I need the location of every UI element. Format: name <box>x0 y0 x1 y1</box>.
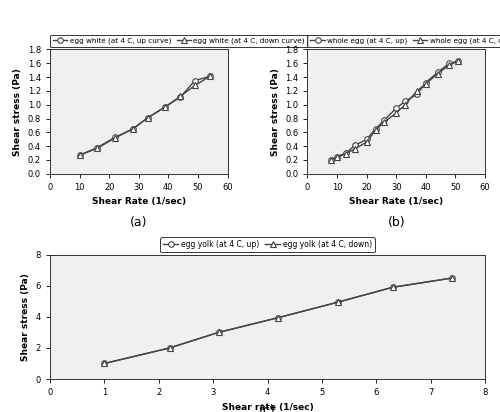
Text: (a): (a) <box>130 216 148 229</box>
egg yolk (at 4 C, up) <box>102 361 107 366</box>
egg white (at 4 C, up curve) <box>192 78 198 83</box>
whole egg (at 4 C, down) <box>364 140 370 145</box>
Line: egg yolk (at 4 C, up): egg yolk (at 4 C, up) <box>102 275 455 366</box>
whole egg (at 4 C, up) <box>423 80 429 85</box>
whole egg (at 4 C, up) <box>352 143 358 148</box>
egg white (at 4 C, down curve) <box>76 153 82 158</box>
Line: egg white (at 4 C, down curve): egg white (at 4 C, down curve) <box>77 74 212 158</box>
egg yolk (at 4 C, up) <box>390 285 396 290</box>
egg white (at 4 C, up curve) <box>177 95 183 100</box>
egg yolk (at 4 C, up) <box>166 346 172 351</box>
egg yolk (at 4 C, down) <box>390 285 396 290</box>
whole egg (at 4 C, down) <box>423 82 429 87</box>
egg yolk (at 4 C, up) <box>216 330 222 335</box>
egg white (at 4 C, up curve) <box>94 145 100 150</box>
egg white (at 4 C, up curve) <box>207 74 213 79</box>
egg yolk (at 4 C, down) <box>450 276 456 281</box>
egg white (at 4 C, up curve) <box>162 104 168 109</box>
egg white (at 4 C, down curve) <box>177 94 183 99</box>
whole egg (at 4 C, down) <box>343 151 349 156</box>
whole egg (at 4 C, down) <box>456 59 462 64</box>
whole egg (at 4 C, down) <box>393 110 399 115</box>
whole egg (at 4 C, up) <box>434 70 440 75</box>
egg white (at 4 C, down curve) <box>94 146 100 151</box>
Legend: egg white (at 4 C, up curve), egg white (at 4 C, down curve): egg white (at 4 C, up curve), egg white … <box>50 35 308 47</box>
whole egg (at 4 C, up) <box>343 151 349 156</box>
egg white (at 4 C, down curve) <box>112 136 118 140</box>
whole egg (at 4 C, up) <box>364 137 370 142</box>
X-axis label: Shear rate (1/sec): Shear rate (1/sec) <box>222 403 314 412</box>
whole egg (at 4 C, up) <box>456 59 462 64</box>
whole egg (at 4 C, down) <box>434 71 440 76</box>
X-axis label: Shear Rate (1/sec): Shear Rate (1/sec) <box>92 197 186 206</box>
Text: (c): (c) <box>259 404 276 412</box>
Text: (b): (b) <box>388 216 405 229</box>
egg yolk (at 4 C, down) <box>216 330 222 335</box>
egg white (at 4 C, down curve) <box>130 126 136 131</box>
whole egg (at 4 C, up) <box>402 99 408 104</box>
egg white (at 4 C, down curve) <box>144 115 150 120</box>
Legend: whole egg (at 4 C, up), whole egg (at 4 C, down): whole egg (at 4 C, up), whole egg (at 4 … <box>308 35 500 47</box>
whole egg (at 4 C, down) <box>402 102 408 107</box>
Line: egg white (at 4 C, up curve): egg white (at 4 C, up curve) <box>77 74 212 158</box>
egg white (at 4 C, up curve) <box>76 153 82 158</box>
whole egg (at 4 C, up) <box>328 157 334 162</box>
whole egg (at 4 C, up) <box>446 61 452 66</box>
whole egg (at 4 C, down) <box>414 89 420 94</box>
egg yolk (at 4 C, up) <box>276 315 281 320</box>
egg yolk (at 4 C, down) <box>276 315 281 320</box>
whole egg (at 4 C, up) <box>382 117 388 122</box>
egg yolk (at 4 C, down) <box>166 346 172 351</box>
Line: egg yolk (at 4 C, down): egg yolk (at 4 C, down) <box>102 275 455 366</box>
egg white (at 4 C, down curve) <box>207 74 213 79</box>
egg white (at 4 C, down curve) <box>162 104 168 109</box>
whole egg (at 4 C, up) <box>372 126 378 131</box>
egg yolk (at 4 C, up) <box>335 300 341 304</box>
whole egg (at 4 C, down) <box>334 155 340 160</box>
whole egg (at 4 C, down) <box>328 157 334 162</box>
Y-axis label: Shear stress (Pa): Shear stress (Pa) <box>270 68 280 156</box>
egg yolk (at 4 C, down) <box>102 361 107 366</box>
egg white (at 4 C, up curve) <box>144 115 150 120</box>
Y-axis label: Shear stress (Pa): Shear stress (Pa) <box>13 68 22 156</box>
whole egg (at 4 C, down) <box>372 128 378 133</box>
whole egg (at 4 C, up) <box>393 106 399 111</box>
Line: whole egg (at 4 C, up): whole egg (at 4 C, up) <box>328 59 461 163</box>
Line: whole egg (at 4 C, down): whole egg (at 4 C, down) <box>328 59 461 163</box>
whole egg (at 4 C, up) <box>334 154 340 159</box>
egg white (at 4 C, down curve) <box>192 83 198 88</box>
egg white (at 4 C, up curve) <box>130 126 136 131</box>
whole egg (at 4 C, down) <box>352 147 358 152</box>
Legend: egg yolk (at 4 C, up), egg yolk (at 4 C, down): egg yolk (at 4 C, up), egg yolk (at 4 C,… <box>160 237 375 252</box>
egg yolk (at 4 C, down) <box>335 300 341 304</box>
egg yolk (at 4 C, up) <box>450 276 456 281</box>
whole egg (at 4 C, down) <box>446 62 452 67</box>
Y-axis label: Shear stress (Pa): Shear stress (Pa) <box>21 273 30 361</box>
whole egg (at 4 C, up) <box>414 92 420 97</box>
X-axis label: Shear Rate (1/sec): Shear Rate (1/sec) <box>349 197 444 206</box>
whole egg (at 4 C, down) <box>382 119 388 124</box>
egg white (at 4 C, up curve) <box>112 135 118 140</box>
